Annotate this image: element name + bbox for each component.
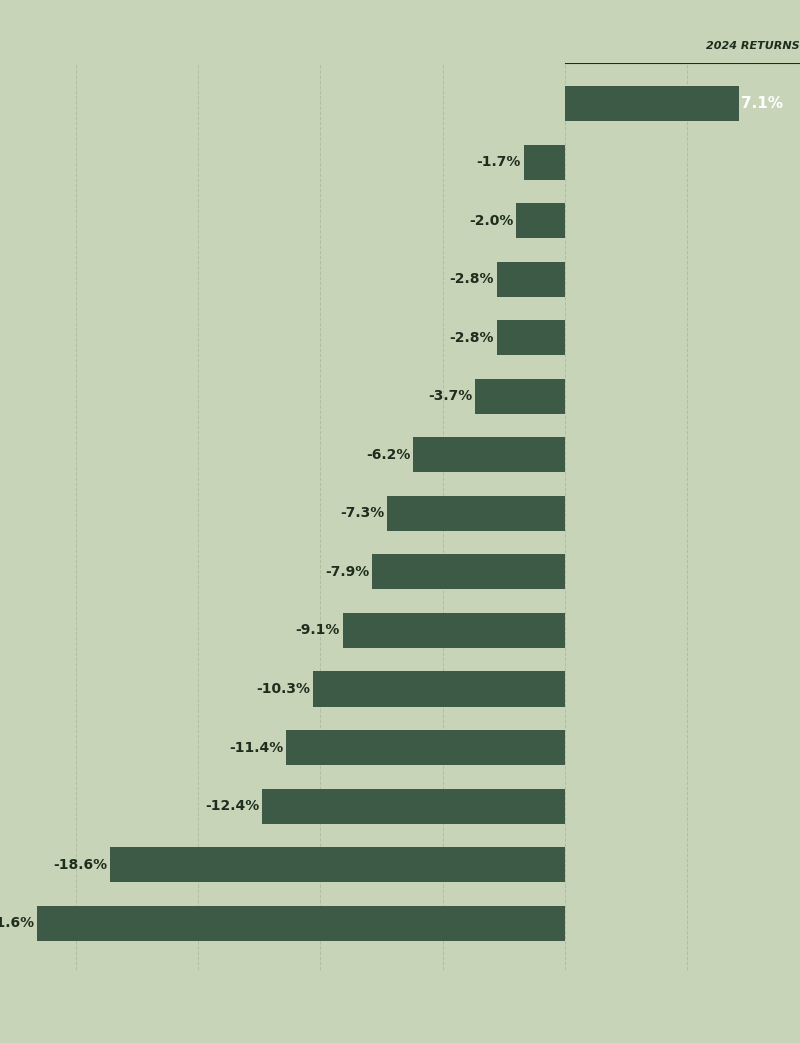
Text: -3.7%: -3.7% [428,389,472,404]
Text: -12.4%: -12.4% [205,799,259,814]
Text: -11.4%: -11.4% [230,741,284,754]
Text: -1.7%: -1.7% [477,155,521,169]
Text: -2.0%: -2.0% [470,214,514,227]
Bar [372,554,565,589]
Text: -2.8%: -2.8% [450,272,494,286]
Bar [565,86,739,121]
Bar [523,145,565,179]
Bar [37,905,565,941]
Bar [474,379,565,414]
Bar [342,613,565,648]
Bar [262,789,565,824]
Text: 2024 RETURNS: 2024 RETURNS [706,41,800,51]
Bar [286,730,565,766]
Text: -21.6%: -21.6% [0,916,34,930]
Bar [497,320,565,356]
Bar [110,847,565,882]
Text: -10.3%: -10.3% [257,682,310,696]
Text: -7.3%: -7.3% [340,506,384,520]
Text: -18.6%: -18.6% [54,857,108,872]
Bar [386,495,565,531]
Text: -6.2%: -6.2% [366,447,411,462]
Text: 7.1%: 7.1% [742,96,783,111]
Text: -9.1%: -9.1% [296,624,340,637]
Text: -2.8%: -2.8% [450,331,494,345]
Bar [313,672,565,706]
Text: -7.9%: -7.9% [325,565,370,579]
Bar [414,437,565,472]
Bar [497,262,565,297]
Bar [516,203,565,238]
